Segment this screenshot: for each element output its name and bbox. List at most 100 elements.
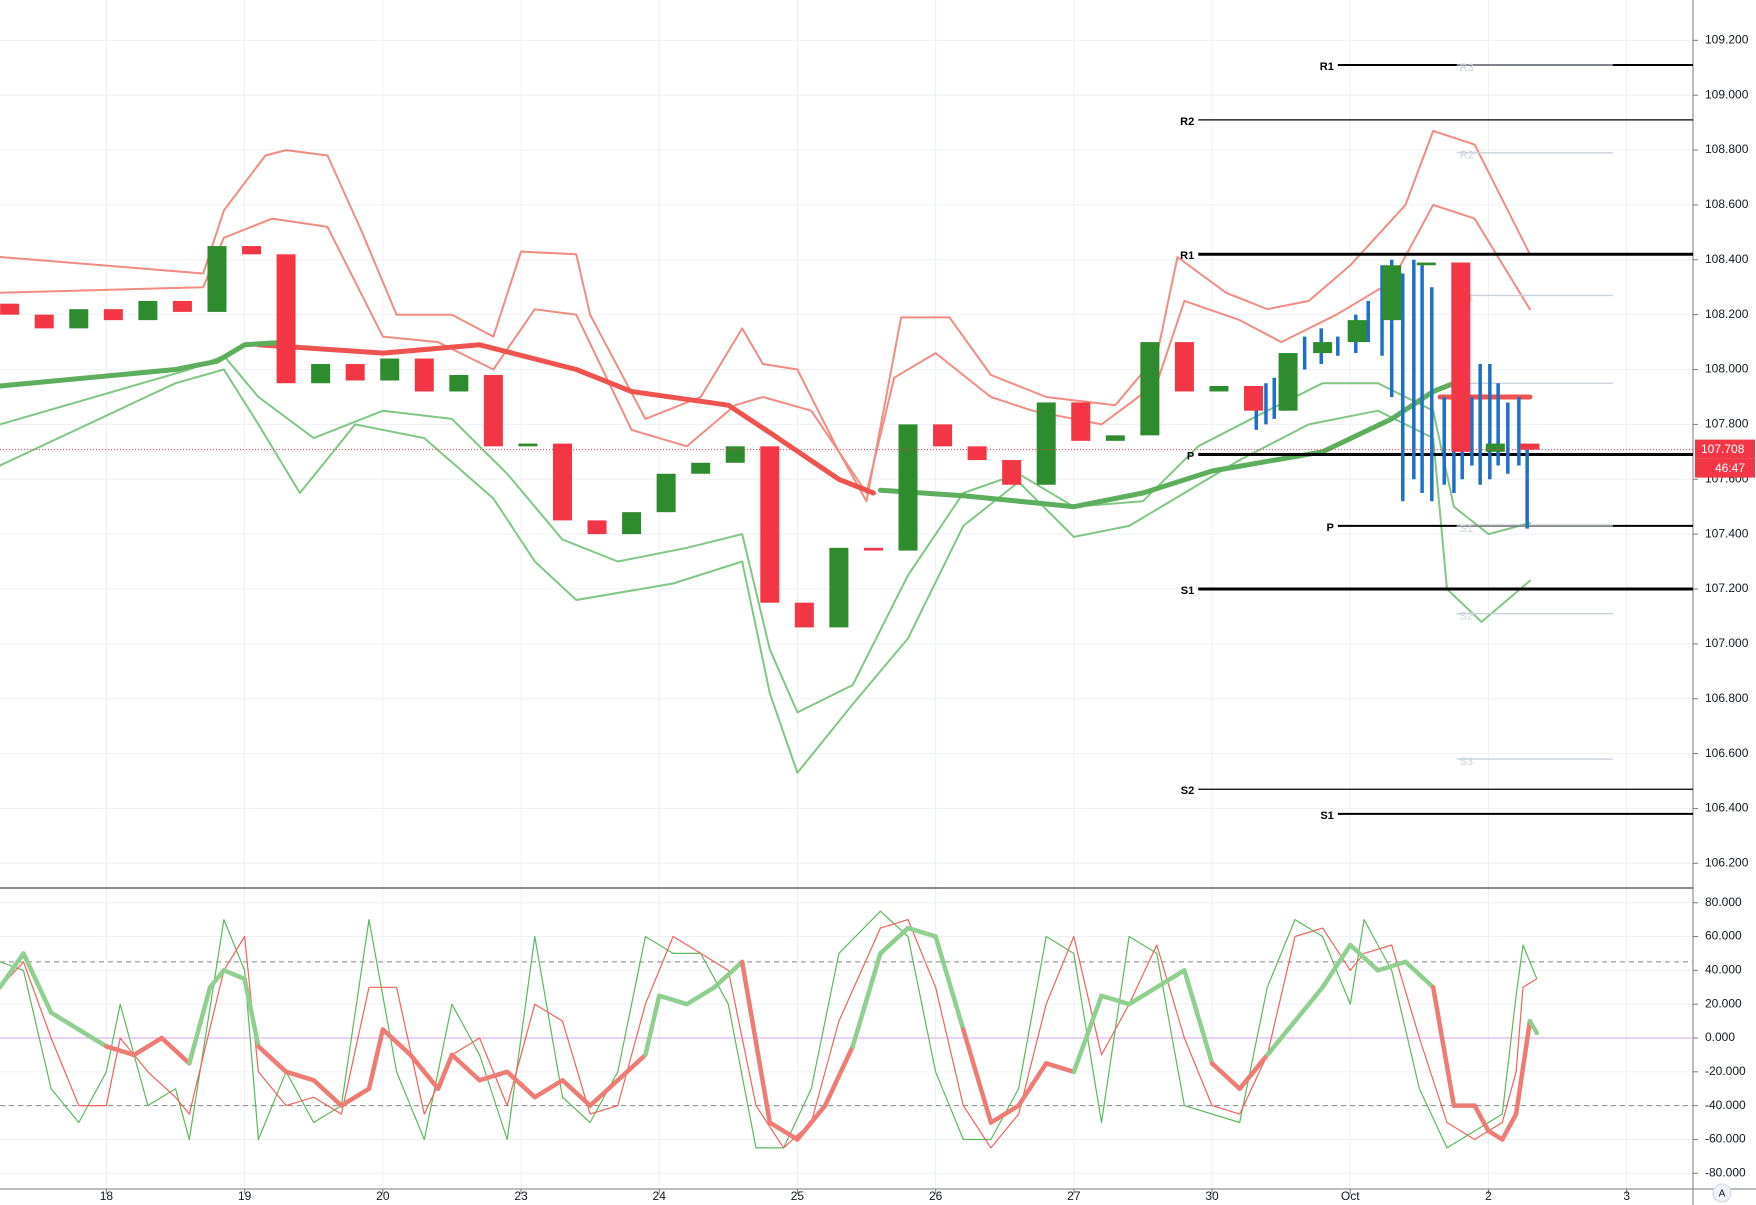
pivot-label: P bbox=[1326, 522, 1333, 534]
x-tick-label: 19 bbox=[238, 1189, 252, 1203]
oscillator-segment bbox=[1348, 942, 1381, 973]
oscillator-segment bbox=[1016, 1061, 1049, 1108]
oscillator-segment bbox=[131, 1035, 164, 1058]
oscillator-segment bbox=[1292, 985, 1325, 1024]
oscillator-segment bbox=[1182, 968, 1215, 1066]
oscillator-segment bbox=[1486, 1128, 1505, 1142]
candle bbox=[518, 443, 538, 447]
y-tick-label: 106.200 bbox=[1705, 855, 1749, 869]
candle bbox=[794, 602, 814, 628]
oscillator-segment bbox=[1430, 985, 1457, 1108]
oscillator-segment bbox=[656, 993, 690, 1007]
candle bbox=[622, 512, 642, 535]
y-tick-label: 106.600 bbox=[1705, 746, 1749, 760]
x-tick-label: 18 bbox=[100, 1189, 114, 1203]
x-tick-label: 2 bbox=[1485, 1189, 1492, 1203]
oscillator-segment bbox=[1320, 942, 1353, 990]
candle bbox=[69, 309, 89, 329]
y-tick-label: 40.000 bbox=[1705, 963, 1742, 977]
oscillator-segment bbox=[615, 1052, 648, 1083]
oscillator-segment bbox=[587, 1078, 621, 1108]
oscillator-line bbox=[0, 910, 1538, 1149]
candle bbox=[1278, 353, 1298, 411]
current-price-box bbox=[1695, 439, 1755, 459]
oscillator-segment bbox=[1375, 959, 1408, 973]
oscillator-segment bbox=[256, 1044, 289, 1075]
candle bbox=[1209, 385, 1229, 392]
pivot-label: S1 bbox=[1460, 523, 1473, 535]
indicator-line bbox=[0, 203, 1531, 494]
oscillator-segment bbox=[684, 985, 717, 1007]
auto-scale-label[interactable]: A bbox=[1719, 1189, 1726, 1200]
oscillator-segment bbox=[1154, 968, 1187, 990]
candle bbox=[242, 246, 262, 255]
candle bbox=[34, 314, 54, 329]
y-tick-label: 106.400 bbox=[1705, 801, 1749, 815]
oscillator-segment bbox=[435, 1052, 455, 1091]
oscillator-segment bbox=[221, 968, 247, 982]
candle bbox=[898, 424, 918, 551]
y-tick-label: 80.000 bbox=[1705, 895, 1742, 909]
x-tick-label: 30 bbox=[1205, 1189, 1219, 1203]
x-tick-label: 25 bbox=[791, 1189, 805, 1203]
candle bbox=[172, 300, 192, 312]
x-tick-label: 3 bbox=[1623, 1189, 1630, 1203]
oscillator-segment bbox=[159, 1035, 192, 1066]
auto-scale-button[interactable] bbox=[1712, 1183, 1732, 1203]
oscillator-segment bbox=[504, 1069, 538, 1100]
y-tick-label: 107.400 bbox=[1705, 526, 1749, 540]
candle bbox=[691, 462, 711, 474]
pivot-label: S3 bbox=[1460, 756, 1473, 768]
pivot-label: P bbox=[1187, 450, 1194, 462]
oscillator-segment bbox=[366, 1027, 386, 1091]
indicator-line bbox=[0, 354, 1531, 714]
candle bbox=[1002, 460, 1022, 485]
pivot-label: R3 bbox=[1460, 62, 1474, 74]
candle bbox=[138, 300, 158, 321]
candle bbox=[1451, 262, 1471, 452]
oscillator-segment bbox=[961, 1027, 994, 1125]
timer-box bbox=[1695, 458, 1755, 478]
indicator-line bbox=[0, 368, 1531, 774]
candle bbox=[656, 473, 676, 513]
pivot-label: S1 bbox=[1181, 585, 1194, 597]
oscillator-segment bbox=[767, 1120, 800, 1142]
candle bbox=[1071, 402, 1091, 441]
candle bbox=[1174, 342, 1194, 392]
current-price-label: 107.708 bbox=[1701, 442, 1745, 456]
oscillator-segment bbox=[1527, 1018, 1540, 1036]
y-tick-label: -20.000 bbox=[1705, 1064, 1746, 1078]
candle bbox=[1244, 385, 1264, 411]
pivot-label: R1 bbox=[1180, 250, 1194, 262]
oscillator-segment bbox=[1071, 993, 1104, 1075]
oscillator-segment bbox=[532, 1078, 565, 1100]
candle bbox=[380, 358, 400, 381]
candle bbox=[0, 303, 20, 315]
pivot-label: R2 bbox=[1180, 116, 1194, 128]
oscillator-segment bbox=[104, 1044, 137, 1058]
oscillator-segment bbox=[643, 993, 662, 1058]
x-tick-label: 26 bbox=[929, 1189, 943, 1203]
oscillator-segment bbox=[311, 1078, 344, 1108]
oscillator-segment bbox=[1126, 985, 1160, 1007]
y-tick-label: -60.000 bbox=[1705, 1132, 1746, 1146]
candle bbox=[449, 375, 469, 392]
oscillator-segment bbox=[1043, 1061, 1077, 1075]
candle bbox=[829, 547, 849, 628]
candle bbox=[760, 446, 780, 603]
candle bbox=[725, 446, 745, 463]
y-tick-label: 109.200 bbox=[1705, 32, 1749, 46]
y-tick-label: 109.000 bbox=[1705, 87, 1749, 101]
oscillator-segment bbox=[207, 968, 227, 990]
oscillator-segment bbox=[988, 1103, 1021, 1125]
oscillator-segment bbox=[1500, 1111, 1519, 1142]
y-tick-label: 108.000 bbox=[1705, 362, 1749, 376]
oscillator-segment bbox=[712, 959, 745, 990]
oscillator-segment bbox=[76, 1027, 109, 1049]
oscillator-segment bbox=[1513, 1018, 1533, 1117]
candle bbox=[276, 254, 296, 384]
candle bbox=[103, 309, 123, 321]
oscillator-segment bbox=[933, 934, 966, 1032]
